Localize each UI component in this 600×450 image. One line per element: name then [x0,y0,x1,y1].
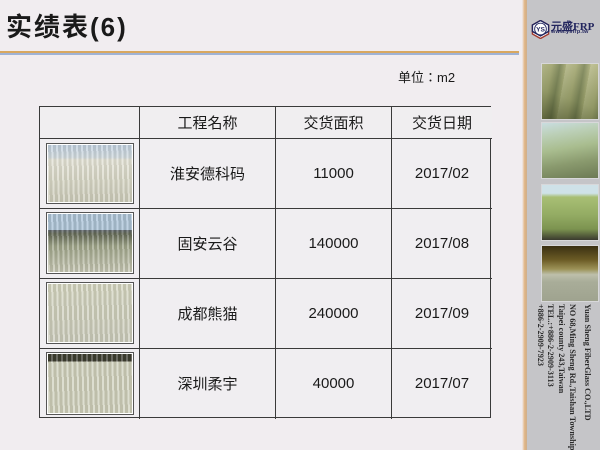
svg-text:YS: YS [536,26,545,33]
